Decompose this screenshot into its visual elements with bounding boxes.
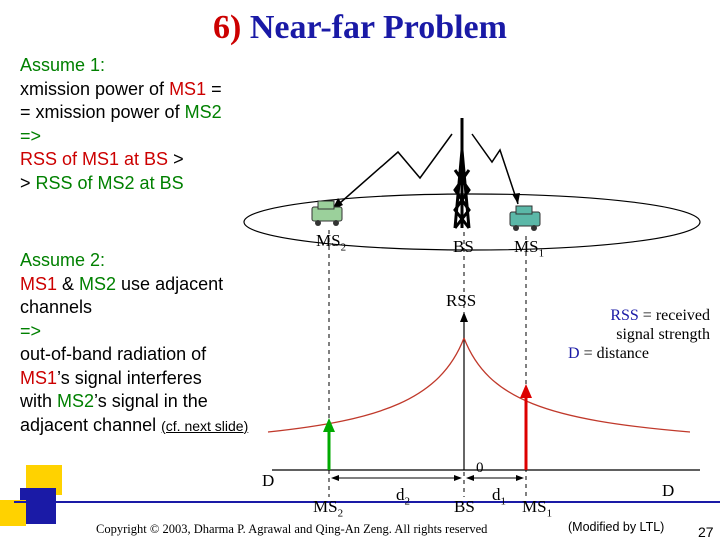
label-d1: d1 [492,485,506,508]
assume2-line1: MS1 & MS2 use adjacent [20,273,224,294]
assume2-line2: channels [20,297,93,317]
label-ms1-bottom: MS1 [522,497,553,520]
ms2-signal-arrowhead [323,418,335,432]
title-text: Near-far Problem [249,9,507,46]
legend: RSS = received signal strength D = dista… [520,306,710,363]
rss-curve-right [463,337,691,433]
radio-link-ms1-arrow [512,193,520,204]
label-bs: BS [453,237,474,256]
label-d-left: D [262,471,275,490]
assume1-heading: Assume 1: [20,55,106,75]
assume2-line3: => [20,320,42,341]
label-ms1: MS1 [514,237,545,260]
label-zero: 0 [476,460,484,476]
d1-arrow-right [516,475,524,481]
radio-link-ms1 [471,133,519,205]
assume2-line6: with MS2’s signal in the [20,391,208,411]
cell-ellipse [243,193,701,251]
assume2-line7: adjacent channel (cf. next slide) [20,414,249,435]
copyright-text: Copyright © 2003, Dharma P. Agrawal and … [96,522,488,536]
assume2-heading: Assume 2: [20,250,106,270]
assume2-line5: MS1’s signal interferes [20,367,202,388]
next-slide-link[interactable]: (cf. next slide) [161,417,249,434]
slide-title: 6) Near-far Problem [0,8,720,48]
assume1-line5: > RSS of MS2 at BS [20,172,184,193]
legend-d: D = distance [568,345,650,362]
d1-arrow-left [466,475,474,481]
label-d-right: D [662,481,675,500]
ms2-vehicle-icon [311,200,343,226]
legend-rss-desc: signal strength [616,326,710,343]
ms1-signal-arrowhead [520,384,532,398]
assume1-block: Assume 1: xmission power of MS1 = = xmis… [20,54,222,195]
title-number: 6) [213,9,242,46]
assume1-line1: xmission power of MS1 = [20,78,222,99]
label-rss: RSS [446,291,477,310]
page-number: 27 [698,524,714,540]
ms1-vehicle-icon [509,205,541,231]
modified-note: (Modified by LTL) [568,520,665,534]
assume2-block: Assume 2: MS1 & MS2 use adjacent channel… [20,249,260,438]
d2-arrow-left [331,475,339,481]
assume1-line2: = xmission power of MS2 [20,102,222,122]
rss-axis-arrowhead [460,312,468,322]
label-bs-bottom: BS [454,497,475,516]
rss-curve-left [267,337,465,433]
d2-arrow-right [454,475,462,481]
assume1-line3: => [20,125,42,146]
deco-yellow-square-2 [0,500,26,526]
legend-rss: RSS = received [610,307,710,324]
label-d2: d2 [396,485,410,508]
assume1-line4: RSS of MS1 at BS > [20,149,184,169]
assume2-line4: out-of-band radiation of [20,344,207,364]
bs-tower-icon [453,118,471,229]
label-ms2-bottom: MS2 [313,497,344,520]
label-ms2: MS2 [316,231,347,254]
radio-link-ms2 [331,133,453,211]
